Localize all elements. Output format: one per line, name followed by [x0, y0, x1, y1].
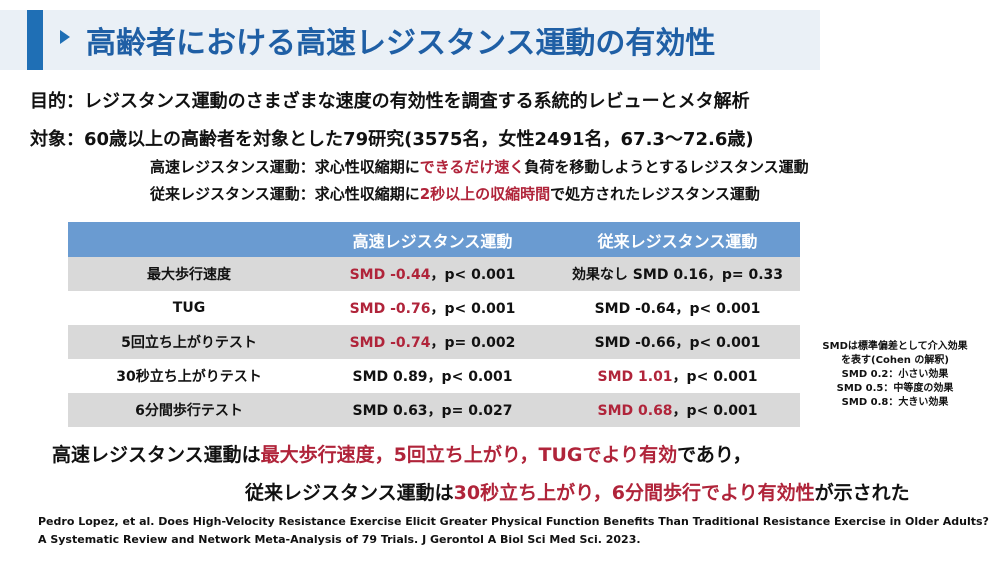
reference-line: Pedro Lopez, et al. Does High-Velocity R… — [38, 515, 989, 528]
table-row: 6分間歩行テスト SMD 0.63，p= 0.027 SMD 0.68，p< 0… — [68, 393, 800, 427]
note-line: SMD 0.2：小さい効果 — [841, 369, 949, 380]
table-header-cell: 高速レジスタンス運動 — [310, 222, 555, 257]
smd-value: SMD -0.66 — [594, 335, 676, 351]
p-value: ，p< 0.001 — [672, 403, 758, 419]
p-value: ，p< 0.001 — [672, 369, 758, 385]
note-line: SMDは標準偏差として介入効果 — [822, 341, 968, 352]
p-value: ，p= 0.027 — [427, 403, 513, 419]
note-line: SMD 0.8：大きい効果 — [841, 397, 949, 408]
conclusion-traditional: 従来レジスタンス運動は30秒立ち上がり，6分間歩行でより有効性が示された — [245, 478, 910, 505]
table-row: 最大歩行速度 SMD -0.44，p< 0.001 効果なし SMD 0.16，… — [68, 257, 800, 291]
high-velocity-cell: SMD -0.44，p< 0.001 — [310, 257, 555, 291]
table-row: 5回立ち上がりテスト SMD -0.74，p= 0.002 SMD -0.66，… — [68, 325, 800, 359]
play-arrow-icon — [60, 30, 70, 44]
definition-traditional: 従来レジスタンス運動：求心性収縮期に2秒以上の収縮時間で処方されたレジスタンス運… — [150, 183, 760, 204]
high-velocity-cell: SMD -0.74，p= 0.002 — [310, 325, 555, 359]
smd-value: SMD 0.89 — [352, 369, 428, 385]
traditional-cell: SMD 0.68，p< 0.001 — [555, 393, 800, 427]
definition-highlight: 2秒以上の収縮時間 — [419, 185, 551, 203]
p-value: ，p< 0.001 — [430, 267, 516, 283]
p-value: ，p= 0.002 — [430, 335, 516, 351]
definition-high-velocity: 高速レジスタンス運動：求心性収縮期にできるだけ速く負荷を移動しようとするレジスタ… — [150, 156, 809, 177]
high-velocity-cell: SMD 0.89，p< 0.001 — [310, 359, 555, 393]
row-label: 最大歩行速度 — [68, 257, 310, 291]
table-header-row: 高速レジスタンス運動 従来レジスタンス運動 — [68, 222, 800, 257]
definition-text: 負荷を移動しようとするレジスタンス運動 — [524, 158, 809, 176]
conclusion-highlight: 最大歩行速度，5回立ち上がり，TUGでより有効 — [260, 444, 678, 466]
page-title: 高齢者における高速レジスタンス運動の有効性 — [86, 26, 716, 61]
p-value: ，p< 0.001 — [675, 335, 761, 351]
smd-value: SMD 1.01 — [597, 369, 673, 385]
p-value: ，p< 0.001 — [675, 301, 761, 317]
results-table: 高速レジスタンス運動 従来レジスタンス運動 最大歩行速度 SMD -0.44，p… — [68, 222, 800, 427]
conclusion-text: が示された — [814, 482, 910, 504]
table-header-cell: 従来レジスタンス運動 — [555, 222, 800, 257]
traditional-cell: SMD -0.66，p< 0.001 — [555, 325, 800, 359]
table-row: TUG SMD -0.76，p< 0.001 SMD -0.64，p< 0.00… — [68, 291, 800, 325]
smd-value: SMD -0.74 — [349, 335, 431, 351]
row-label: TUG — [68, 291, 310, 325]
p-value: ，p< 0.001 — [427, 369, 513, 385]
definition-highlight: できるだけ速く — [419, 158, 525, 176]
row-label: 30秒立ち上がりテスト — [68, 359, 310, 393]
traditional-cell: SMD -0.64，p< 0.001 — [555, 291, 800, 325]
table-header-cell — [68, 222, 310, 257]
smd-value: SMD -0.64 — [594, 301, 676, 317]
conclusion-high-velocity: 高速レジスタンス運動は最大歩行速度，5回立ち上がり，TUGでより有効であり， — [52, 440, 752, 467]
table-row: 30秒立ち上がりテスト SMD 0.89，p< 0.001 SMD 1.01，p… — [68, 359, 800, 393]
high-velocity-cell: SMD 0.63，p= 0.027 — [310, 393, 555, 427]
smd-value: SMD -0.44 — [349, 267, 431, 283]
definition-text: 従来レジスタンス運動：求心性収縮期に — [150, 185, 420, 203]
reference-line: A Systematic Review and Network Meta-Ana… — [38, 533, 641, 546]
p-value: ，p< 0.001 — [430, 301, 516, 317]
note-line: を表す(Cohen の解釈) — [841, 355, 949, 366]
row-label: 5回立ち上がりテスト — [68, 325, 310, 359]
traditional-cell: 効果なし SMD 0.16，p= 0.33 — [555, 257, 800, 291]
subject-text: 対象：60歳以上の高齢者を対象とした79研究(3575名，女性2491名，67.… — [30, 129, 754, 150]
smd-value: 効果なし SMD 0.16 — [571, 267, 708, 283]
conclusion-highlight: 30秒立ち上がり，6分間歩行でより有効性 — [453, 482, 815, 504]
definition-text: で処方されたレジスタンス運動 — [550, 185, 760, 203]
smd-value: SMD 0.68 — [597, 403, 673, 419]
purpose-text: 目的：レジスタンス運動のさまざまな速度の有効性を調査する系統的レビューとメタ解析 — [30, 91, 750, 112]
high-velocity-cell: SMD -0.76，p< 0.001 — [310, 291, 555, 325]
conclusion-text: 高速レジスタンス運動は — [52, 444, 261, 466]
conclusion-text: 従来レジスタンス運動は — [245, 482, 454, 504]
traditional-cell: SMD 1.01，p< 0.001 — [555, 359, 800, 393]
conclusion-text: であり， — [677, 444, 752, 466]
title-banner — [0, 10, 820, 70]
definition-text: 高速レジスタンス運動：求心性収縮期に — [150, 158, 420, 176]
smd-value: SMD 0.63 — [352, 403, 428, 419]
smd-interpretation-note: SMDは標準偏差として介入効果 を表す(Cohen の解釈) SMD 0.2：小… — [800, 340, 990, 410]
row-label: 6分間歩行テスト — [68, 393, 310, 427]
p-value: ，p= 0.33 — [707, 267, 784, 283]
title-accent-bar — [27, 10, 43, 70]
smd-value: SMD -0.76 — [349, 301, 431, 317]
note-line: SMD 0.5：中等度の効果 — [836, 383, 954, 394]
